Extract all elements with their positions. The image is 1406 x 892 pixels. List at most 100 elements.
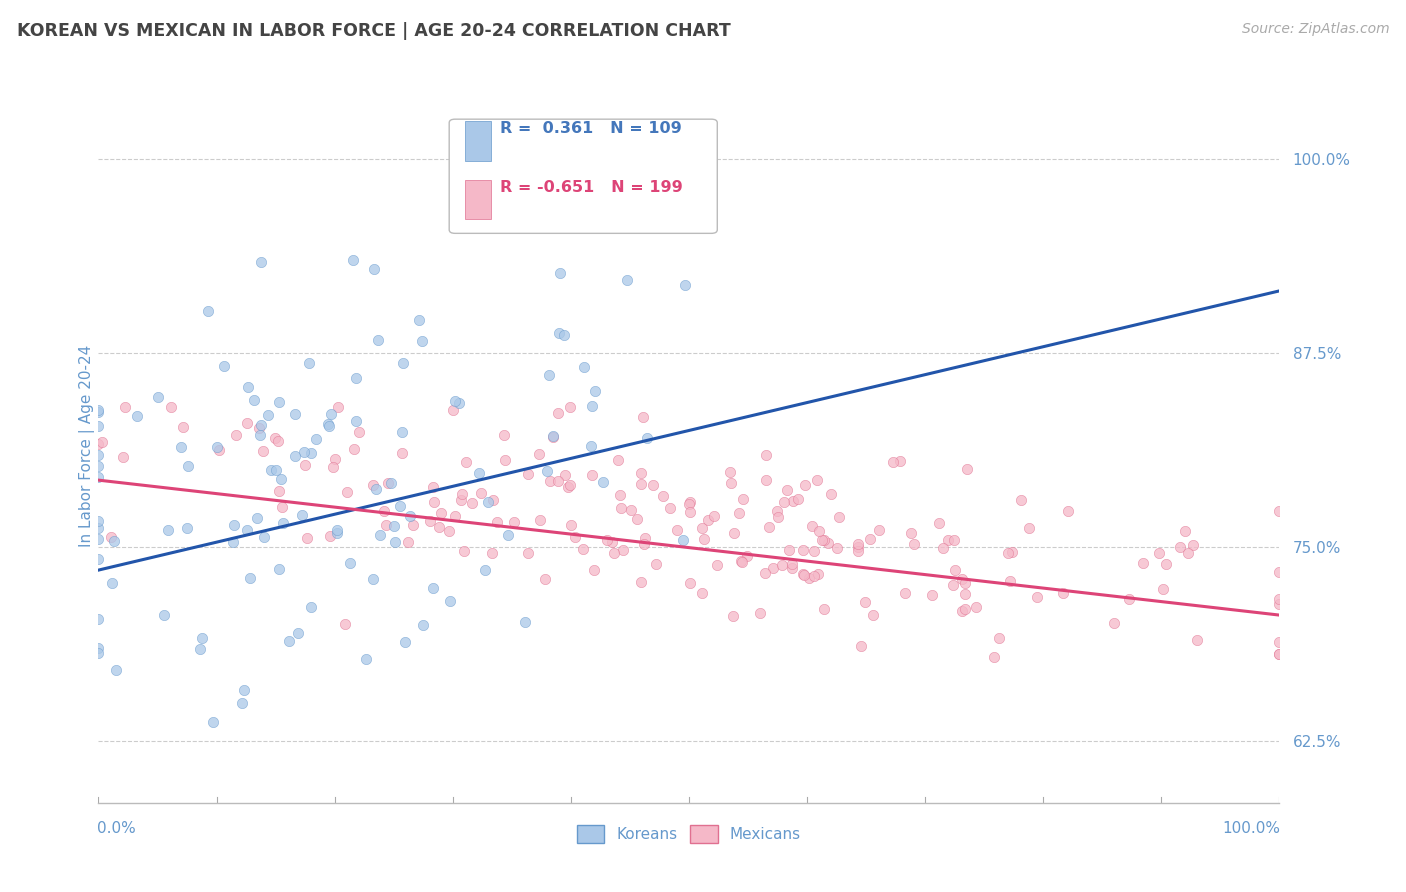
Point [983,649,1005,664]
Point [723,526,745,541]
Point [411,334,433,348]
Point [1052,586,1074,600]
Point [316,417,339,431]
Point [786,491,808,506]
Point [846,544,869,558]
Point [236,379,259,393]
Point [581,399,603,413]
Point [950,572,973,586]
Point [541,429,564,443]
Point [344,414,367,428]
Point [391,356,413,370]
Point [375,517,398,532]
FancyBboxPatch shape [449,120,717,234]
Point [267,562,290,576]
Point [634,531,657,545]
Point [153,607,176,622]
Point [581,468,603,483]
Point [782,494,804,508]
Point [762,561,785,575]
Point [807,524,830,538]
Point [820,487,842,501]
Point [373,504,395,518]
Point [283,450,305,464]
Point [730,554,752,568]
Point [87,646,110,660]
Point [197,304,219,318]
Point [299,599,322,614]
Point [801,518,824,533]
Point [267,434,290,449]
Point [382,518,405,533]
Point [1152,582,1174,596]
Point [1147,546,1170,560]
Point [250,418,273,433]
Point [765,503,787,517]
Point [1057,504,1080,518]
Point [461,496,484,510]
Point [846,536,869,550]
Point [205,440,228,454]
Point [678,498,700,512]
Point [271,500,294,514]
Point [602,546,624,560]
Point [903,537,925,551]
Point [91,434,114,449]
Point [807,566,830,581]
Point [87,551,110,566]
Point [644,557,666,571]
Point [554,467,576,482]
Point [498,528,520,542]
Point [846,540,869,554]
Point [803,569,825,583]
Point [953,587,976,601]
Point [114,401,136,415]
Point [529,513,551,527]
Text: R =  0.361   N = 109: R = 0.361 N = 109 [501,121,682,136]
Point [271,516,294,530]
Point [945,563,967,577]
Point [592,475,614,490]
Point [723,609,745,624]
Point [323,451,346,466]
Point [806,473,828,487]
Point [347,425,370,439]
Point [363,262,385,277]
Point [1182,538,1205,552]
Point [87,532,110,546]
Point [773,494,796,508]
Point [527,447,550,461]
Point [936,533,959,547]
Point [849,639,872,653]
Point [1102,615,1125,630]
Point [564,530,586,544]
Legend: Koreans, Mexicans: Koreans, Mexicans [571,819,807,848]
Point [754,566,776,580]
Text: 100.0%: 100.0% [1223,822,1281,837]
Point [361,572,384,586]
Point [447,395,470,409]
Point [236,416,259,430]
Point [1001,545,1024,559]
Point [813,533,835,547]
Point [245,511,267,525]
Point [755,449,778,463]
Point [609,501,631,516]
Y-axis label: In Labor Force | Age 20-24: In Labor Force | Age 20-24 [79,345,96,547]
Point [1268,647,1291,661]
Point [636,431,658,445]
Point [797,571,820,585]
Point [87,437,110,451]
Point [202,715,225,730]
Point [252,444,274,458]
Point [422,581,444,595]
Point [998,574,1021,588]
Point [399,508,422,523]
Point [672,533,695,548]
Point [859,533,882,547]
Point [703,509,725,524]
Point [402,518,425,533]
Point [776,483,799,497]
Point [813,602,835,616]
Text: R = -0.651   N = 199: R = -0.651 N = 199 [501,180,683,194]
